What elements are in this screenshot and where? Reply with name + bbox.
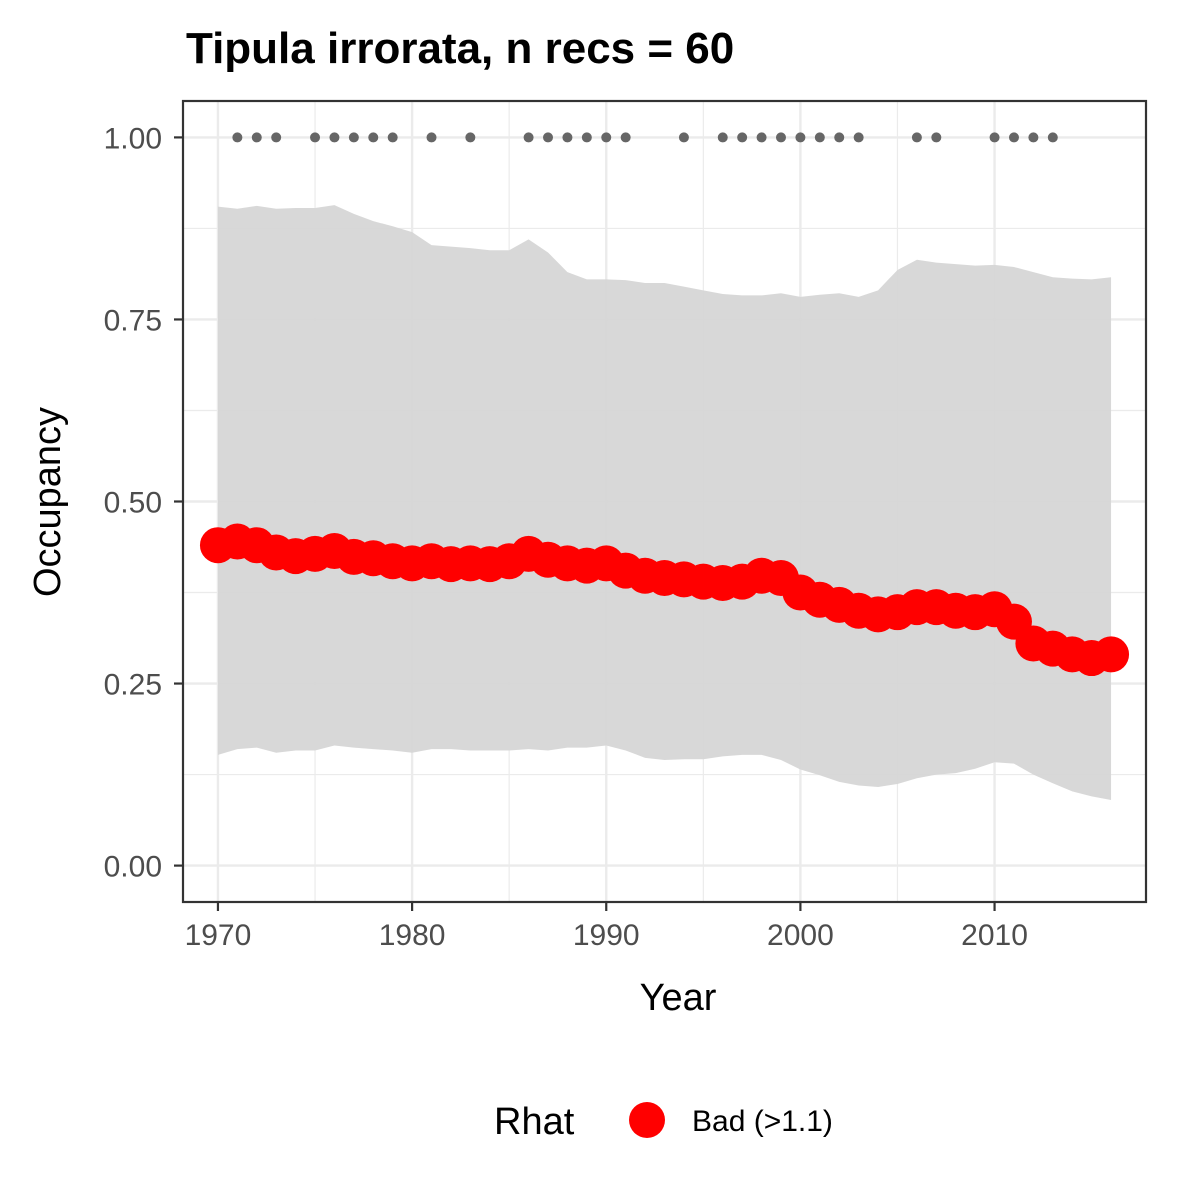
record-marker	[911, 132, 922, 143]
x-tick-label: 1990	[573, 919, 640, 952]
record-marker	[251, 132, 262, 143]
record-marker	[465, 132, 476, 143]
record-marker	[834, 132, 845, 143]
confidence-interval-ribbon	[217, 205, 1112, 801]
record-marker	[931, 132, 942, 143]
legend-label-bad: Bad (>1.1)	[692, 1105, 833, 1138]
record-marker	[756, 132, 767, 143]
record-marker	[426, 132, 437, 143]
record-marker	[271, 132, 282, 143]
record-marker	[601, 132, 612, 143]
record-marker	[853, 132, 864, 143]
record-marker	[581, 132, 592, 143]
record-marker	[814, 132, 825, 143]
record-marker	[989, 132, 1000, 143]
record-marker	[387, 132, 398, 143]
x-tick-label: 2000	[767, 919, 834, 952]
x-tick-label: 1970	[185, 919, 252, 952]
record-marker	[717, 132, 728, 143]
record-marker	[795, 132, 806, 143]
record-marker	[775, 132, 786, 143]
x-axis-title: Year	[640, 977, 717, 1019]
record-marker	[329, 132, 340, 143]
record-marker	[737, 132, 748, 143]
legend-key-bad	[629, 1102, 665, 1138]
y-tick-label: 0.25	[104, 669, 162, 702]
record-marker	[620, 132, 631, 143]
chart-title: Tipula irrorata, n recs = 60	[186, 24, 734, 73]
record-marker	[348, 132, 359, 143]
y-axis-title: Occupancy	[27, 407, 69, 597]
x-axis-ticks: 1970 1980 1990 2000 2010	[185, 902, 1028, 952]
record-marker	[523, 132, 534, 143]
legend-title: Rhat	[494, 1101, 575, 1143]
record-marker	[368, 132, 379, 143]
x-tick-label: 1980	[379, 919, 446, 952]
record-marker	[1008, 132, 1019, 143]
y-tick-label: 0.50	[104, 487, 162, 520]
y-axis-ticks: 0.00 0.25 0.50 0.75 1.00	[104, 122, 183, 884]
record-marker	[1028, 132, 1039, 143]
record-marker	[310, 132, 321, 143]
legend: Rhat Bad (>1.1)	[494, 1101, 833, 1143]
record-marker	[562, 132, 573, 143]
record-marker	[543, 132, 554, 143]
occupancy-series	[199, 523, 1130, 677]
record-marker	[232, 132, 243, 143]
y-tick-label: 1.00	[104, 122, 162, 155]
x-tick-label: 2010	[961, 919, 1028, 952]
record-marker	[678, 132, 689, 143]
y-tick-label: 0.75	[104, 304, 162, 337]
series-point	[1093, 636, 1130, 673]
record-markers	[232, 132, 1058, 143]
y-tick-label: 0.00	[104, 851, 162, 884]
record-marker	[1047, 132, 1058, 143]
